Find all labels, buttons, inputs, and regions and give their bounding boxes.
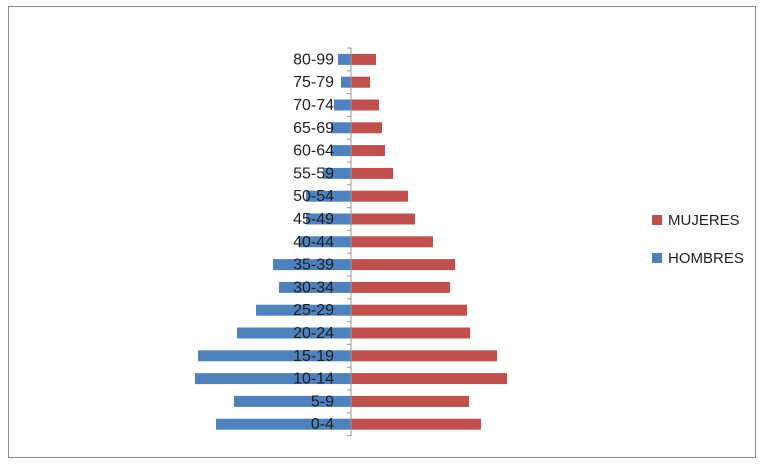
category-labels: 0-4 5-9 10-14 15-19 20-24 25-29 30-34 35-39 40-4… — [293, 51, 334, 433]
bar-hombres-40-44 — [299, 236, 351, 248]
bar-mujeres-60-64 — [351, 145, 385, 157]
category-label-0-4: 0-4 — [311, 416, 334, 433]
category-label-20-24: 20-24 — [293, 325, 334, 342]
legend-swatch-hombres — [652, 253, 662, 263]
bars-layer — [195, 53, 507, 430]
legend: MUJERES HOMBRES — [652, 212, 744, 267]
bar-hombres-10-14 — [195, 373, 351, 385]
category-label-60-64: 60-64 — [293, 143, 334, 160]
bar-hombres-45-49 — [306, 213, 351, 225]
bar-mujeres-40-44 — [351, 236, 433, 248]
bar-mujeres-15-19 — [351, 350, 497, 362]
category-label-35-39: 35-39 — [293, 257, 334, 274]
bar-mujeres-55-59 — [351, 167, 393, 179]
category-label-40-44: 40-44 — [293, 234, 334, 251]
bar-mujeres-50-54 — [351, 190, 408, 202]
bar-hombres-70-74 — [334, 99, 351, 111]
legend-swatch-mujeres — [652, 215, 662, 225]
category-label-30-34: 30-34 — [293, 279, 334, 296]
legend-label-mujeres: MUJERES — [668, 212, 740, 229]
category-label-55-59: 55-59 — [293, 165, 334, 182]
bar-mujeres-65-69 — [351, 122, 382, 134]
category-label-25-29: 25-29 — [293, 302, 334, 319]
bar-hombres-5-9 — [234, 395, 351, 407]
category-label-5-9: 5-9 — [311, 393, 334, 410]
category-label-80-99: 80-99 — [293, 51, 334, 68]
bar-hombres-65-69 — [331, 122, 351, 134]
category-label-75-79: 75-79 — [293, 74, 334, 91]
bar-mujeres-35-39 — [351, 259, 455, 271]
bar-mujeres-5-9 — [351, 395, 469, 407]
bar-mujeres-10-14 — [351, 373, 507, 385]
legend-label-hombres: HOMBRES — [668, 250, 744, 267]
population-pyramid-chart: 0-4 5-9 10-14 15-19 20-24 25-29 30-34 35-39 40-4… — [195, 47, 744, 437]
bar-mujeres-0-4 — [351, 418, 481, 430]
category-label-65-69: 65-69 — [293, 120, 334, 137]
bar-hombres-20-24 — [237, 327, 351, 339]
category-label-70-74: 70-74 — [293, 97, 334, 114]
bar-hombres-80-99 — [338, 53, 351, 65]
category-label-10-14: 10-14 — [293, 371, 334, 388]
bar-hombres-15-19 — [198, 350, 351, 362]
bar-mujeres-30-34 — [351, 281, 450, 293]
bar-hombres-30-34 — [279, 281, 351, 293]
category-label-15-19: 15-19 — [293, 348, 334, 365]
bar-hombres-0-4 — [216, 418, 351, 430]
bar-hombres-60-64 — [331, 145, 351, 157]
bar-mujeres-80-99 — [351, 53, 376, 65]
bar-mujeres-25-29 — [351, 304, 467, 316]
category-label-45-49: 45-49 — [293, 211, 334, 228]
bar-hombres-55-59 — [323, 167, 351, 179]
bar-hombres-75-79 — [341, 76, 351, 88]
bar-mujeres-20-24 — [351, 327, 470, 339]
bar-mujeres-45-49 — [351, 213, 415, 225]
bar-mujeres-70-74 — [351, 99, 379, 111]
bar-hombres-25-29 — [256, 304, 351, 316]
bar-mujeres-75-79 — [351, 76, 370, 88]
bar-hombres-35-39 — [273, 259, 351, 271]
category-label-50-54: 50-54 — [293, 188, 334, 205]
axis-ticks — [347, 47, 351, 437]
bar-hombres-50-54 — [306, 190, 351, 202]
chart-frame: 0-4 5-9 10-14 15-19 20-24 25-29 30-34 35-39 40-4… — [8, 6, 756, 458]
